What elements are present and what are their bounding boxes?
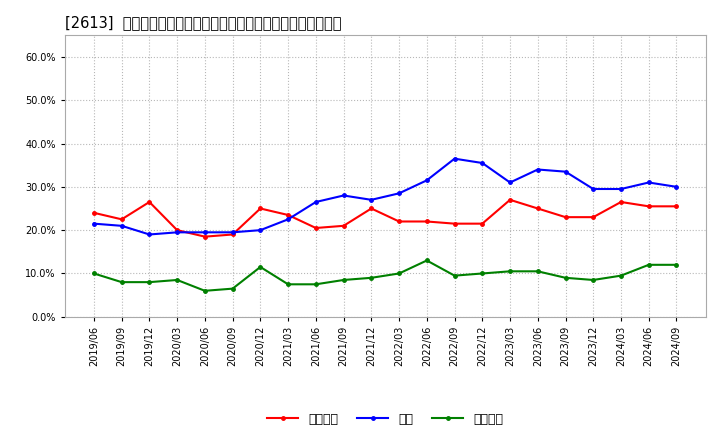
- 在庫: [672, 184, 681, 190]
- 買入債務: [423, 258, 431, 263]
- Legend: 売上債権, 在庫, 買入債務: 売上債権, 在庫, 買入債務: [262, 407, 508, 430]
- Line: 売上債権: 売上債権: [92, 198, 678, 238]
- 売上債権: [395, 219, 403, 224]
- 買入債務: [450, 273, 459, 278]
- 在庫: [450, 156, 459, 161]
- 買入債務: [561, 275, 570, 280]
- 売上債権: [534, 206, 542, 211]
- 買入債務: [478, 271, 487, 276]
- 買入債務: [616, 273, 625, 278]
- 買入債務: [505, 269, 514, 274]
- 売上債権: [89, 210, 98, 216]
- 在庫: [228, 230, 237, 235]
- 買入債務: [672, 262, 681, 268]
- 在庫: [589, 187, 598, 192]
- 買入債務: [644, 262, 653, 268]
- 在庫: [173, 230, 181, 235]
- 売上債権: [589, 215, 598, 220]
- 売上債権: [450, 221, 459, 226]
- 買入債務: [145, 279, 154, 285]
- 売上債権: [117, 216, 126, 222]
- 買入債務: [367, 275, 376, 280]
- 買入債務: [117, 279, 126, 285]
- 在庫: [256, 227, 265, 233]
- 買入債務: [589, 277, 598, 282]
- 買入債務: [89, 271, 98, 276]
- 買入債務: [395, 271, 403, 276]
- 在庫: [145, 232, 154, 237]
- 在庫: [284, 216, 292, 222]
- 在庫: [478, 160, 487, 165]
- Text: [2613]  売上債権、在庫、買入債務の総資産に対する比率の推移: [2613] 売上債権、在庫、買入債務の総資産に対する比率の推移: [65, 15, 341, 30]
- 在庫: [561, 169, 570, 174]
- 在庫: [395, 191, 403, 196]
- 売上債権: [478, 221, 487, 226]
- 在庫: [89, 221, 98, 226]
- 売上債権: [228, 232, 237, 237]
- 売上債権: [644, 204, 653, 209]
- 買入債務: [201, 288, 210, 293]
- 在庫: [616, 187, 625, 192]
- 売上債権: [173, 227, 181, 233]
- 売上債権: [616, 199, 625, 205]
- 買入債務: [228, 286, 237, 291]
- 在庫: [644, 180, 653, 185]
- 買入債務: [284, 282, 292, 287]
- 売上債権: [672, 204, 681, 209]
- 売上債権: [201, 234, 210, 239]
- 在庫: [117, 223, 126, 228]
- 在庫: [201, 230, 210, 235]
- 在庫: [534, 167, 542, 172]
- 在庫: [505, 180, 514, 185]
- 売上債権: [312, 225, 320, 231]
- 売上債権: [284, 213, 292, 218]
- 買入債務: [312, 282, 320, 287]
- 買入債務: [173, 277, 181, 282]
- 売上債権: [145, 199, 154, 205]
- 売上債権: [561, 215, 570, 220]
- 売上債権: [367, 206, 376, 211]
- Line: 在庫: 在庫: [92, 157, 678, 236]
- 売上債権: [339, 223, 348, 228]
- 売上債権: [423, 219, 431, 224]
- 売上債権: [505, 197, 514, 202]
- 在庫: [339, 193, 348, 198]
- 在庫: [423, 178, 431, 183]
- 在庫: [367, 197, 376, 202]
- 売上債権: [256, 206, 265, 211]
- 買入債務: [534, 269, 542, 274]
- 在庫: [312, 199, 320, 205]
- Line: 買入債務: 買入債務: [92, 259, 678, 293]
- 買入債務: [256, 264, 265, 270]
- 買入債務: [339, 277, 348, 282]
